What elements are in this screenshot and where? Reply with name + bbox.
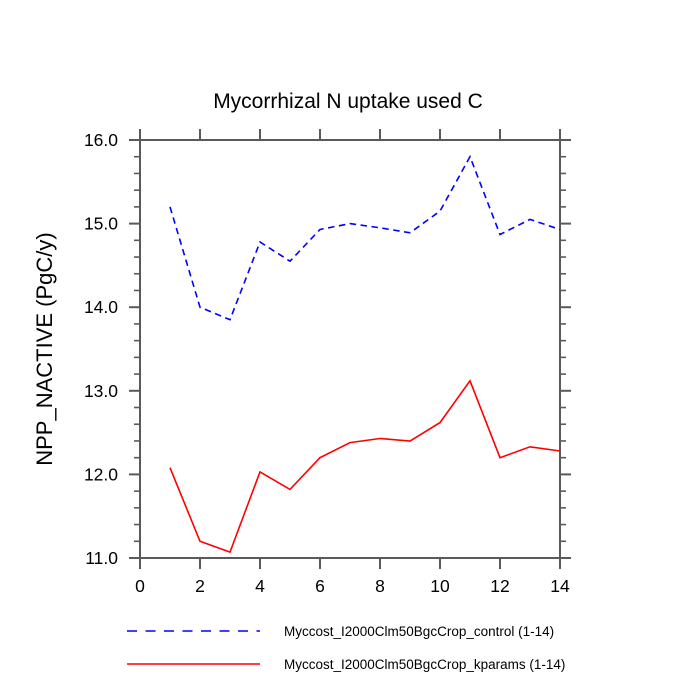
- x-tick-label: 10: [430, 576, 450, 596]
- legend: Myccost_I2000Clm50BgcCrop_control (1-14)…: [127, 624, 565, 672]
- axes: 0 2 4 6 8 10 12 14 11.0 12.0 13.0 14.0 15.0 16.0: [84, 129, 571, 596]
- y-tick-label: 11.0: [85, 548, 118, 568]
- x-tick-label: 4: [255, 576, 265, 596]
- y-tick-label: 16.0: [84, 130, 118, 150]
- plot-frame: [139, 139, 561, 559]
- x-tick-label: 12: [490, 576, 509, 596]
- x-tick-label: 6: [315, 576, 325, 596]
- legend-label-control: Myccost_I2000Clm50BgcCrop_control (1-14): [284, 624, 554, 639]
- y-tick-label: 15.0: [84, 214, 118, 234]
- y-axis-title: NPP_NACTIVE (PgC/y): [32, 232, 57, 466]
- series-lines: [169, 154, 561, 554]
- x-tick-label: 0: [135, 576, 145, 596]
- x-tick-label: 2: [195, 576, 205, 596]
- y-tick-label: 12.0: [84, 464, 118, 484]
- y-tick-label: 14.0: [84, 297, 118, 317]
- legend-label-kparams: Myccost_I2000Clm50BgcCrop_kparams (1-14): [284, 657, 565, 672]
- chart-title: Mycorrhizal N uptake used C: [213, 90, 483, 113]
- series-line-0: [169, 154, 561, 321]
- y-tick-label: 13.0: [84, 381, 118, 401]
- x-tick-label: 14: [550, 576, 570, 596]
- x-tick-label: 8: [375, 576, 385, 596]
- series-line-1: [169, 379, 561, 554]
